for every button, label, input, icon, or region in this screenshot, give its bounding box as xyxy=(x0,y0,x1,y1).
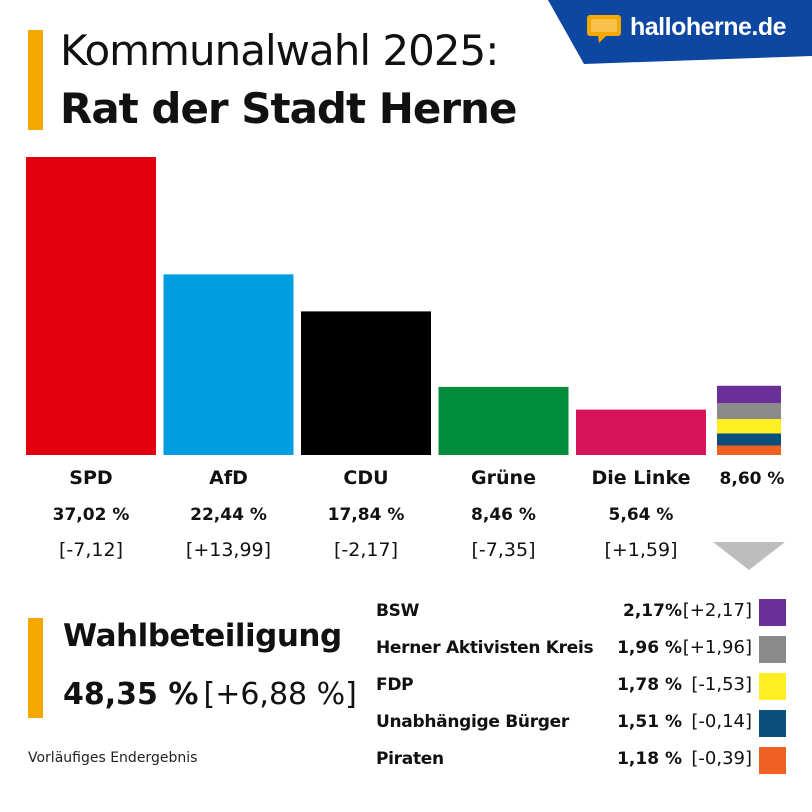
speech-bubble-icon xyxy=(587,15,621,43)
turnout-value: 48,35 % xyxy=(63,677,199,712)
bar-cdu xyxy=(301,311,431,455)
other-party-color-swatch xyxy=(759,710,786,737)
other-party-percent: 2,17% xyxy=(623,601,682,621)
other-party-change: [-0,39] xyxy=(691,748,752,769)
stack-segment-bsw xyxy=(717,385,781,404)
other-party-color-swatch xyxy=(759,747,786,774)
footnote: Vorläufiges Endergebnis xyxy=(28,750,198,766)
stack-segment-unabhängige-bürger xyxy=(717,433,781,446)
other-party-change: [-0,14] xyxy=(691,711,752,732)
results-bar-chart xyxy=(26,157,781,455)
others-list-row: FDP 1,78 % [-1,53] xyxy=(376,670,786,706)
other-party-percent: 1,96 % xyxy=(617,638,682,658)
turnout-title: Wahlbeteiligung xyxy=(63,618,342,654)
other-party-percent: 1,18 % xyxy=(617,749,682,769)
other-party-name: BSW xyxy=(376,601,420,621)
party-percent-label: 17,84 % xyxy=(327,505,405,525)
party-percent-label: 37,02 % xyxy=(52,505,130,525)
party-name-label: SPD xyxy=(69,467,113,489)
other-party-percent: 1,78 % xyxy=(617,675,682,695)
party-name-label: AfD xyxy=(209,467,248,489)
bar-grüne xyxy=(438,386,569,455)
others-expand-arrow-icon xyxy=(713,542,785,570)
other-party-color-swatch xyxy=(759,636,786,663)
bar-die-linke xyxy=(576,409,706,455)
party-name-label: Grüne xyxy=(471,467,536,489)
party-name-label: Die Linke xyxy=(591,467,691,489)
title-accent-bar xyxy=(28,30,43,130)
page-title: Kommunalwahl 2025: xyxy=(60,26,499,75)
stack-segment-piraten xyxy=(717,445,781,455)
other-party-color-swatch xyxy=(759,599,786,626)
party-percent-label: 5,64 % xyxy=(608,505,674,525)
other-party-change: [-1,53] xyxy=(691,674,752,695)
other-party-percent: 1,51 % xyxy=(617,712,682,732)
others-list-row: Herner Aktivisten Kreis 1,96 % [+1,96] xyxy=(376,633,786,669)
turnout-change: [+6,88 %] xyxy=(203,677,357,712)
turnout-accent-bar xyxy=(28,618,43,718)
other-party-name: Piraten xyxy=(376,749,444,769)
bar-spd xyxy=(26,157,156,455)
party-name-label: CDU xyxy=(343,467,389,489)
other-party-name: FDP xyxy=(376,675,414,695)
others-list-row: BSW 2,17% [+2,17] xyxy=(376,596,786,632)
party-change-label: [+13,99] xyxy=(185,539,272,561)
party-percent-label: 22,44 % xyxy=(190,505,267,525)
other-party-name: Unabhängige Bürger xyxy=(376,712,569,732)
party-change-label: [+1,59] xyxy=(604,539,678,561)
party-change-label: [-2,17] xyxy=(334,539,398,561)
others-list-row: Unabhängige Bürger 1,51 % [-0,14] xyxy=(376,707,786,743)
page-subtitle: Rat der Stadt Herne xyxy=(60,84,517,133)
other-party-color-swatch xyxy=(759,673,786,700)
bar-afd xyxy=(163,274,294,455)
others-list-row: Piraten 1,18 % [-0,39] xyxy=(376,744,786,780)
party-change-label: [-7,35] xyxy=(471,539,536,561)
other-party-change: [+2,17] xyxy=(682,600,752,621)
turnout-value-line: 48,35 % [+6,88 %] xyxy=(63,677,357,712)
others-total-label: 8,60 % xyxy=(719,469,785,489)
other-party-change: [+1,96] xyxy=(682,637,752,658)
stack-segment-fdp xyxy=(717,419,781,434)
party-percent-label: 8,46 % xyxy=(471,505,536,525)
other-party-name: Herner Aktivisten Kreis xyxy=(376,638,594,658)
brand-logo-text: halloherne.de xyxy=(630,13,787,41)
party-change-label: [-7,12] xyxy=(59,539,123,561)
stack-segment-herner-aktivisten-kreis xyxy=(717,403,781,420)
